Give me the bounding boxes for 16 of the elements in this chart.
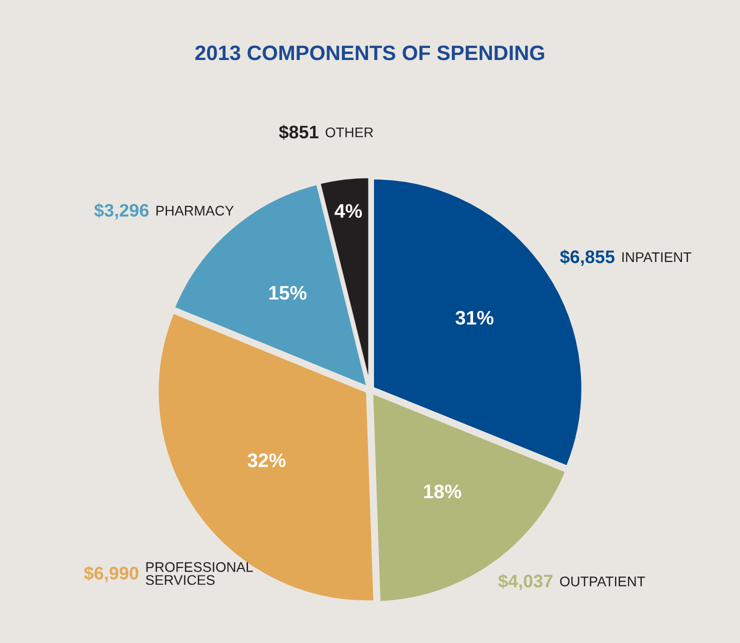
text: 31%	[455, 310, 494, 325]
text: 15%	[269, 286, 307, 300]
data-label: $6,855	[560, 250, 615, 266]
slice-label: PHARMACY	[156, 206, 234, 216]
data-label: $6,990	[84, 566, 138, 582]
data-label: $4,037	[498, 574, 552, 590]
text: 4%	[334, 204, 362, 218]
slice-label: OUTPATIENT	[560, 576, 646, 586]
text: 18%	[424, 484, 462, 498]
slice-label: OTHER	[326, 127, 374, 138]
data-label: $851	[278, 124, 318, 140]
slice-label: INPATIENT	[622, 252, 692, 262]
text: 32%	[248, 453, 286, 468]
chart-title: 2013 COMPONENTS OF SPENDING	[195, 45, 544, 60]
data-label: $3,296	[94, 203, 149, 220]
slice-label: PROFESSIONAL SERVICES	[146, 562, 253, 585]
